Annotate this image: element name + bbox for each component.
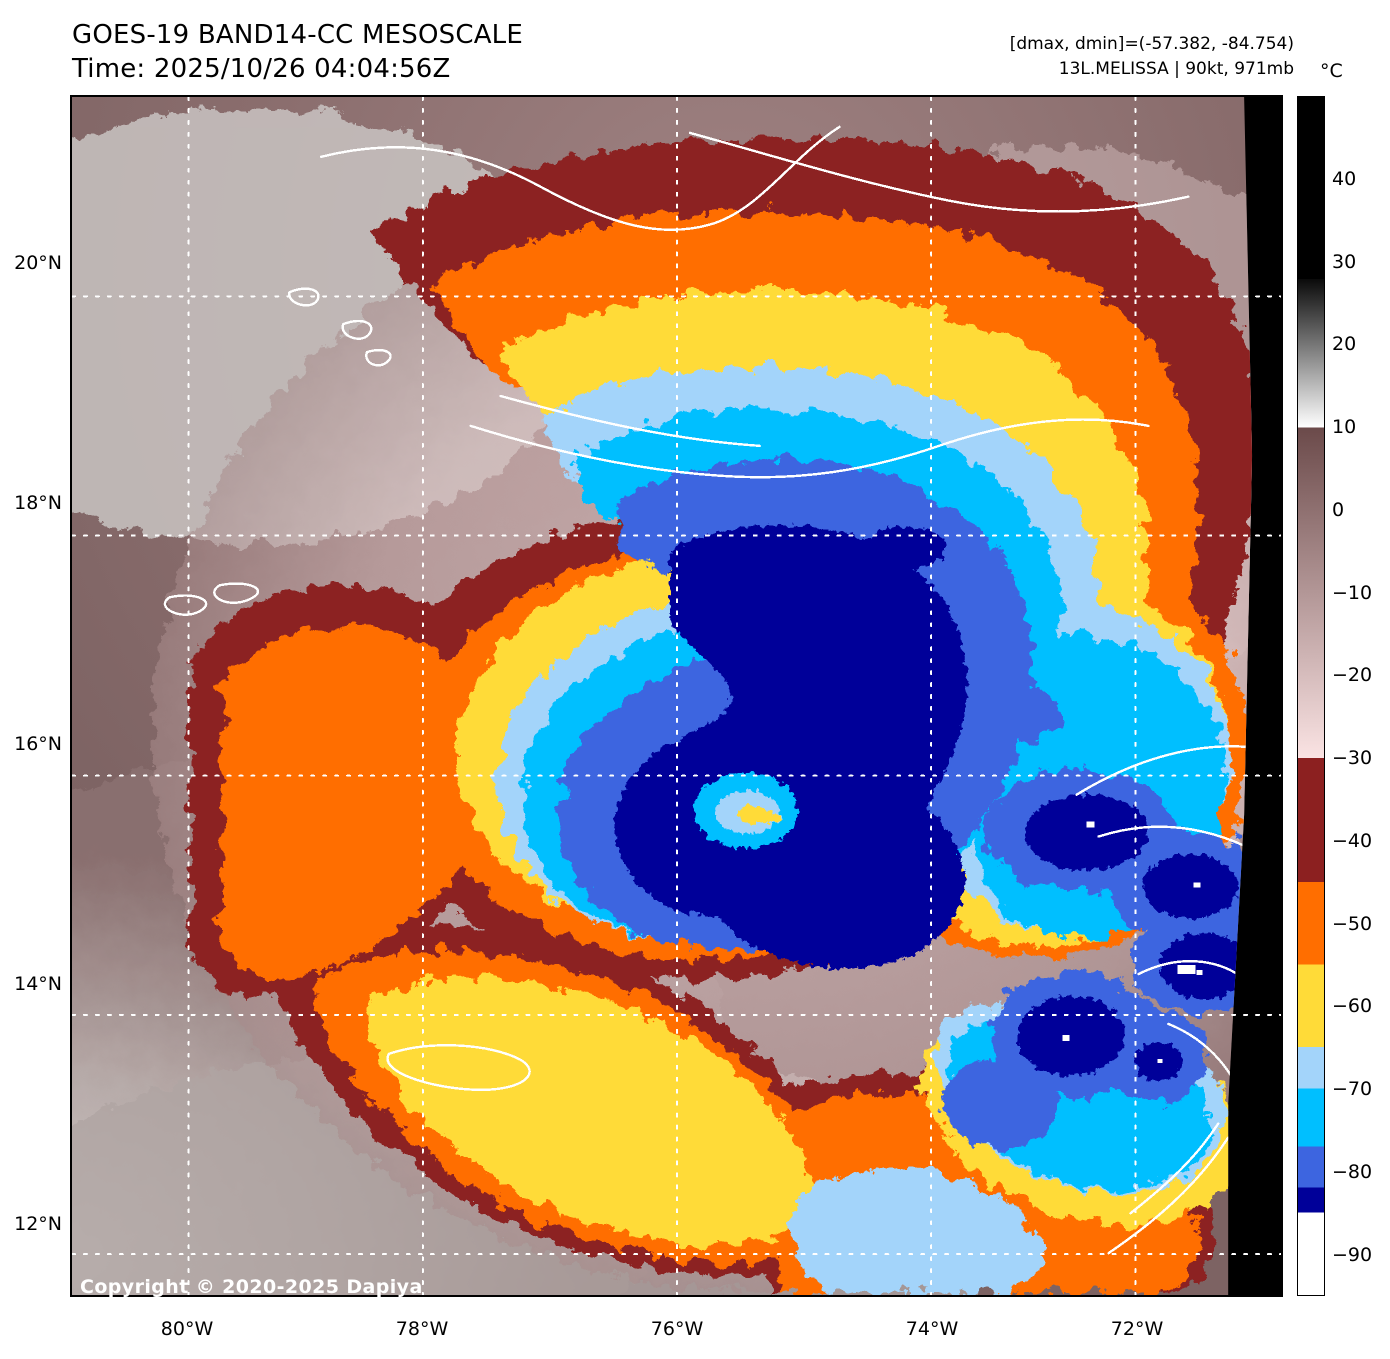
- x-axis-ticklabels: 80°W 78°W 76°W 74°W 72°W: [0, 1318, 1390, 1352]
- x-tick-74w: 74°W: [905, 1318, 959, 1340]
- colorbar-tick-0: 0: [1332, 498, 1345, 521]
- colorbar-tick-neg70: −70: [1332, 1078, 1373, 1101]
- colorbar-tick-40: 40: [1332, 167, 1357, 190]
- dminmax-label: [dmax, dmin]=(-57.382, -84.754): [1009, 34, 1294, 54]
- header-title-block: GOES-19 BAND14-CC MESOSCALE Time: 2025/1…: [72, 18, 523, 86]
- colorbar-tick-neg60: −60: [1332, 995, 1373, 1018]
- colorbar-tick-30: 30: [1332, 250, 1357, 273]
- colorbar-tick-neg90: −90: [1332, 1243, 1373, 1266]
- y-tick-12n: 12°N: [14, 1213, 62, 1235]
- colorbar: [1297, 96, 1325, 1296]
- y-tick-14n: 14°N: [14, 973, 62, 995]
- colorbar-tick-neg20: −20: [1332, 664, 1373, 687]
- x-tick-80w: 80°W: [160, 1318, 214, 1340]
- colorbar-tick-neg30: −30: [1332, 747, 1373, 770]
- header-meta-block: [dmax, dmin]=(-57.382, -84.754) 13L.MELI…: [1010, 32, 1294, 82]
- y-tick-16n: 16°N: [14, 733, 62, 755]
- timestamp-label: Time: 2025/10/26 04:04:56Z: [72, 54, 451, 84]
- overshooting-tops: [1062, 821, 1203, 1063]
- copyright-label: Copyright © 2020-2025 Dapiya: [80, 1276, 423, 1298]
- colorbar-tick-neg10: −10: [1332, 581, 1373, 604]
- colorbar-tick-neg80: −80: [1332, 1160, 1373, 1183]
- coastlines: [163, 125, 1248, 1255]
- colorbar-unit-label: °C: [1320, 60, 1343, 82]
- y-tick-20n: 20°N: [14, 252, 62, 274]
- storm-info-label: 13L.MELISSA | 90kt, 971mb: [1058, 59, 1294, 79]
- colorbar-gradient: [1298, 97, 1324, 1295]
- colorbar-tick-20: 20: [1332, 333, 1357, 356]
- colorbar-tick-neg40: −40: [1332, 829, 1373, 852]
- x-tick-72w: 72°W: [1110, 1318, 1164, 1340]
- y-tick-18n: 18°N: [14, 492, 62, 514]
- satellite-image-panel[interactable]: [70, 95, 1283, 1297]
- colorbar-tick-10: 10: [1332, 416, 1357, 439]
- y-axis-ticklabels: 20°N 18°N 16°N 14°N 12°N: [0, 0, 62, 1359]
- colorbar-tick-neg50: −50: [1332, 912, 1373, 935]
- x-tick-78w: 78°W: [395, 1318, 449, 1340]
- page-title: GOES-19 BAND14-CC MESOSCALE: [72, 20, 523, 50]
- x-tick-76w: 76°W: [650, 1318, 704, 1340]
- lat-lon-grid: [72, 97, 1281, 1295]
